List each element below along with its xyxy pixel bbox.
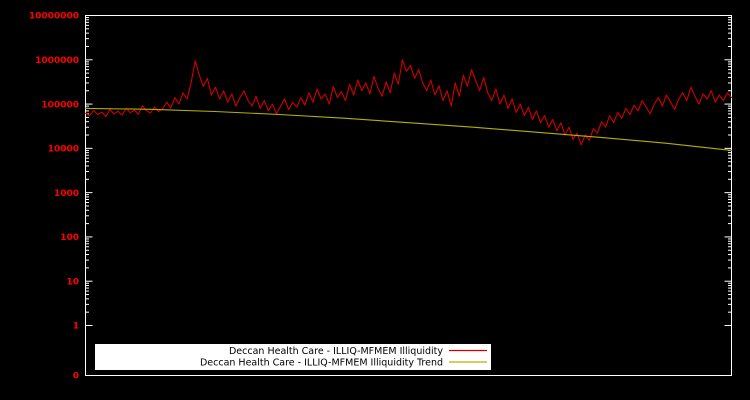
series-line-0 bbox=[84, 59, 733, 146]
y-tick-label: 10 bbox=[66, 277, 79, 287]
legend-label-illiquidity: Deccan Health Care - ILLIQ-MFMEM Illiqui… bbox=[229, 346, 443, 357]
legend: Deccan Health Care - ILLIQ-MFMEM Illiqui… bbox=[95, 344, 491, 370]
y-tick-label: 0 bbox=[73, 372, 79, 382]
legend-box bbox=[95, 344, 491, 370]
y-tick-label: 100000 bbox=[41, 100, 79, 110]
plot-border bbox=[85, 15, 732, 376]
y-tick-label: 100 bbox=[60, 233, 79, 243]
legend-label-illiquidity-trend: Deccan Health Care - ILLIQ-MFMEM Illiqui… bbox=[200, 358, 443, 369]
y-tick-label: 10000000 bbox=[29, 12, 79, 22]
series-line-1 bbox=[84, 107, 733, 151]
y-tick-label: 1000000 bbox=[35, 56, 79, 66]
y-tick-label: 1000 bbox=[54, 189, 79, 199]
y-tick-label: 1 bbox=[73, 322, 79, 332]
y-tick-label: 10000 bbox=[48, 145, 79, 155]
